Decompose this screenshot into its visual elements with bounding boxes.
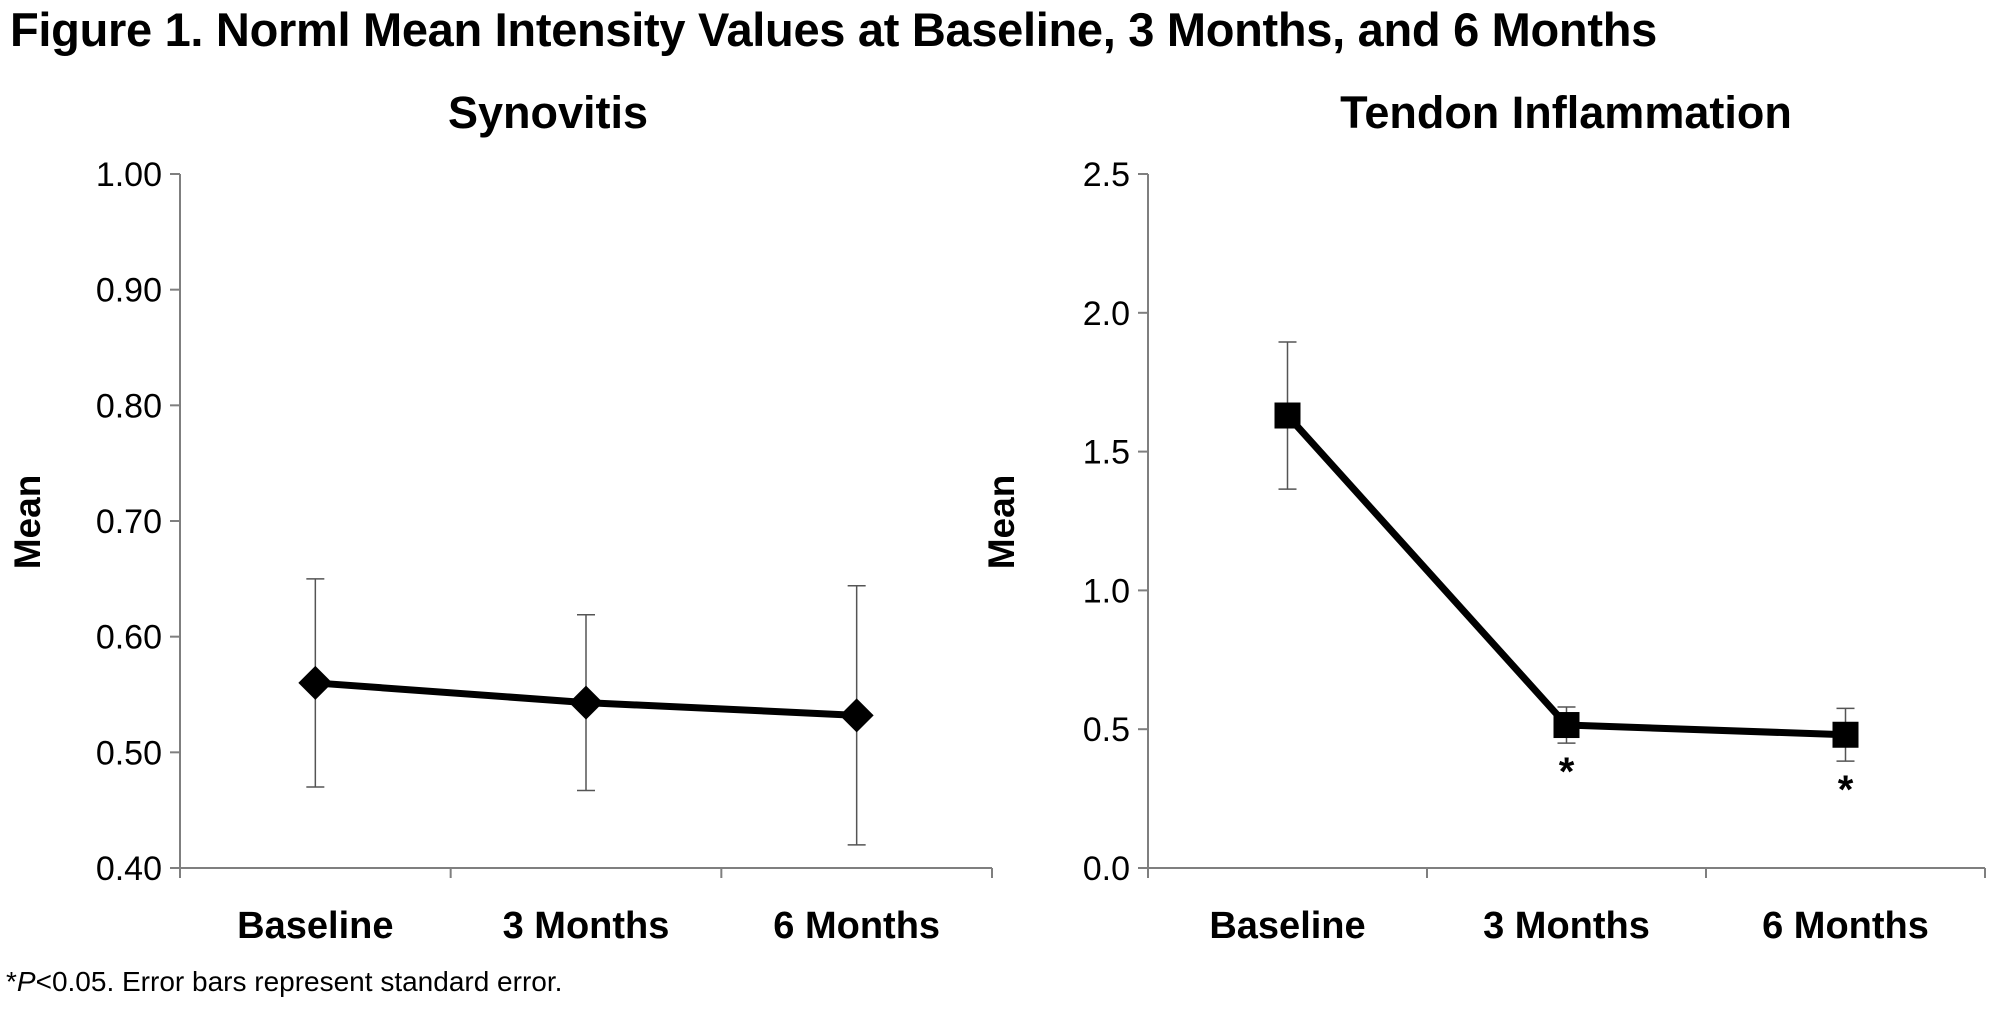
- x-category-group: Baseline 3 Months 6 Months: [1147, 868, 1986, 947]
- x-tick-label: 3 Months: [503, 905, 670, 947]
- data-point-diamond: [569, 685, 603, 720]
- y-tick-label: 2.0: [1083, 295, 1130, 333]
- series-group: [298, 665, 874, 733]
- significance-star: *: [1838, 768, 1854, 812]
- footnote-star: *: [6, 966, 17, 997]
- chart-title: Tendon Inflammation: [1340, 87, 1792, 138]
- y-tick-label: 0.90: [96, 272, 162, 310]
- y-tick-label: 1.5: [1083, 434, 1130, 472]
- y-tick-label: 0.70: [96, 503, 162, 541]
- y-tick-label: 0.60: [96, 619, 162, 657]
- footnote: *P<0.05. Error bars represent standard e…: [6, 966, 562, 998]
- x-tick-label: 3 Months: [1483, 905, 1650, 947]
- error-bar-group: [1278, 341, 1855, 762]
- data-point-square: [1274, 402, 1301, 429]
- figure-title: Figure 1. Norml Mean Intensity Values at…: [10, 3, 1657, 56]
- x-tick-label: 6 Months: [773, 905, 940, 947]
- y-axis-label: Mean: [981, 475, 1022, 570]
- data-point-diamond: [298, 665, 333, 700]
- series-line: [1284, 413, 1846, 739]
- y-axis-label: Mean: [7, 475, 48, 570]
- y-tick-group: 0.40 0.50 0.60 0.70 0.80 0.90 1.00: [96, 156, 180, 888]
- annotation-group: * *: [1559, 750, 1854, 812]
- y-tick-label: 0.80: [96, 387, 162, 425]
- x-tick-label: Baseline: [1209, 905, 1365, 947]
- x-category-group: Baseline 3 Months 6 Months: [179, 868, 993, 947]
- y-tick-label: 0.40: [96, 850, 162, 888]
- x-tick-label: Baseline: [237, 905, 393, 947]
- y-tick-label: 2.5: [1083, 156, 1130, 194]
- chart-title: Synovitis: [448, 87, 648, 138]
- data-point-square: [1832, 721, 1859, 748]
- y-tick-label: 1.00: [96, 156, 162, 194]
- data-point-square: [1553, 712, 1580, 739]
- x-tick-label: 6 Months: [1762, 905, 1929, 947]
- footnote-text: <0.05. Error bars represent standard err…: [35, 966, 563, 997]
- y-tick-label: 1.0: [1083, 572, 1130, 610]
- series-group: [1274, 402, 1859, 748]
- footnote-p: P: [16, 966, 36, 997]
- significance-star: *: [1559, 750, 1575, 794]
- y-tick-label: 0.50: [96, 734, 162, 772]
- data-point-diamond: [839, 698, 874, 733]
- y-tick-label: 0.5: [1083, 711, 1130, 749]
- y-tick-group: 0.0 0.5 1.0 1.5 2.0 2.5: [1083, 156, 1148, 888]
- y-tick-label: 0.0: [1083, 850, 1130, 888]
